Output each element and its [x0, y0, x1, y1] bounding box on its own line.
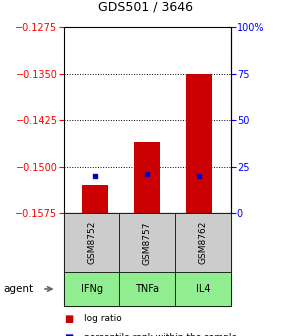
Text: GSM8752: GSM8752: [87, 221, 96, 264]
Text: log ratio: log ratio: [84, 314, 122, 323]
Bar: [186, 74, 212, 213]
Text: GDS501 / 3646: GDS501 / 3646: [97, 0, 193, 13]
Text: GSM8757: GSM8757: [143, 221, 152, 264]
Text: percentile rank within the sample: percentile rank within the sample: [84, 333, 237, 336]
Text: agent: agent: [3, 284, 33, 294]
Bar: [134, 142, 160, 213]
Bar: [82, 185, 108, 213]
Text: TNFa: TNFa: [135, 284, 159, 294]
Text: ■: ■: [64, 333, 73, 336]
Text: GSM8762: GSM8762: [198, 221, 207, 264]
Text: ■: ■: [64, 314, 73, 324]
Text: IFNg: IFNg: [81, 284, 103, 294]
Text: IL4: IL4: [195, 284, 210, 294]
